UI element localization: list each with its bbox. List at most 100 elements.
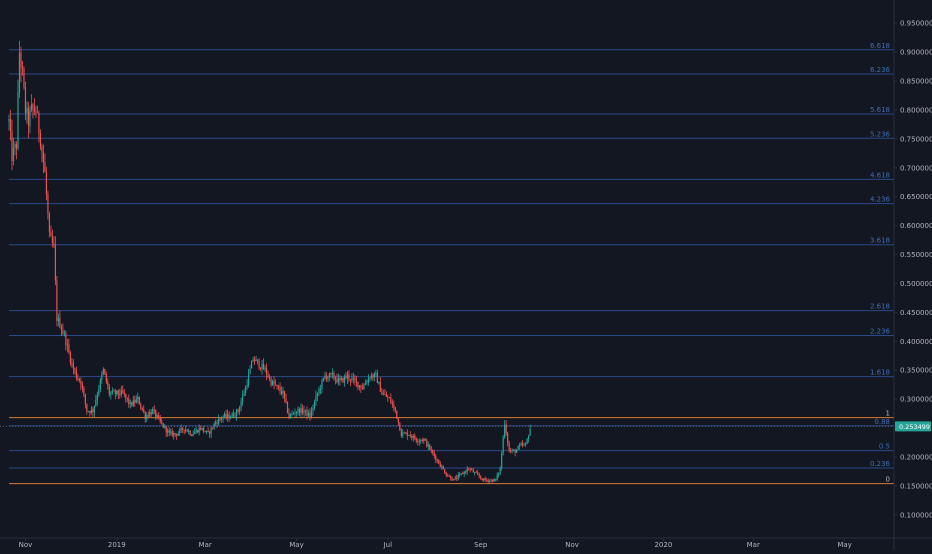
candle-body xyxy=(54,245,57,281)
candle-body xyxy=(315,395,317,402)
candle-body xyxy=(255,359,257,362)
candle-body xyxy=(349,379,352,381)
candle-body xyxy=(168,430,170,433)
candle-body xyxy=(447,475,449,477)
candle-body xyxy=(348,374,350,380)
candle-body xyxy=(396,410,398,419)
candle-body xyxy=(159,417,161,422)
candle-body xyxy=(26,108,28,113)
y-tick-label: 0.750000 xyxy=(900,135,932,143)
fib-retracement-layer: 6.618 6.236 5.618 5.236 4.618 4.236 3.618 2.618… xyxy=(0,42,894,485)
candle-body xyxy=(520,443,522,446)
candle-body xyxy=(131,402,133,406)
fib-level-label: 2.236 xyxy=(870,328,891,336)
candle-body xyxy=(321,380,323,389)
candle-body xyxy=(243,393,245,396)
candle-body xyxy=(259,367,262,370)
candle-body xyxy=(288,412,290,418)
candle-body xyxy=(105,374,107,382)
candle-body xyxy=(90,409,92,413)
candle-body xyxy=(511,450,513,452)
candle-body xyxy=(195,429,197,433)
candle-body xyxy=(77,377,79,380)
candle-body xyxy=(502,437,504,454)
candle-body xyxy=(489,480,491,482)
candle-body xyxy=(327,376,329,379)
candle-body xyxy=(213,423,215,428)
candle-body xyxy=(14,144,16,148)
candle-body xyxy=(417,441,419,443)
candle-body xyxy=(373,373,375,378)
candle-body xyxy=(18,52,21,93)
fib-level-label: 0.5 xyxy=(879,443,890,451)
fib-level-label: 3.618 xyxy=(870,237,890,245)
candle-body xyxy=(44,162,46,172)
candle-body xyxy=(212,427,214,429)
candle-body xyxy=(316,393,319,396)
candle-body xyxy=(128,398,130,404)
candle-body xyxy=(176,434,178,436)
candle-body xyxy=(198,428,200,433)
candle-body xyxy=(96,394,98,401)
candle-body xyxy=(277,385,280,388)
candle-body xyxy=(30,104,33,111)
candle-body xyxy=(267,374,269,378)
candle-body xyxy=(11,131,13,161)
y-tick-label: 0.550000 xyxy=(900,251,932,259)
candle-body xyxy=(221,418,223,420)
y-tick-label: 0.950000 xyxy=(900,20,932,28)
y-tick-label: 0.650000 xyxy=(900,193,932,201)
candle-body xyxy=(499,467,501,474)
candle-body xyxy=(134,400,136,403)
candle-body xyxy=(358,385,360,388)
candle-body xyxy=(427,444,429,447)
candle-body xyxy=(63,332,65,334)
candle-body xyxy=(526,438,528,444)
candle-body xyxy=(50,231,52,237)
candle-body xyxy=(9,119,12,132)
candle-body xyxy=(378,381,380,384)
candle-body xyxy=(53,243,55,246)
candle-body xyxy=(343,376,346,383)
candle-body xyxy=(325,375,328,379)
candle-body xyxy=(414,435,416,439)
candle-body xyxy=(459,474,461,476)
candle-body xyxy=(301,407,304,413)
candle-body xyxy=(424,438,426,441)
candle-body xyxy=(462,473,464,475)
candle-body xyxy=(387,397,389,398)
candle-body xyxy=(300,407,302,414)
candle-body xyxy=(38,112,40,134)
candle-body xyxy=(219,418,221,420)
x-tick-label: Mar xyxy=(747,541,760,549)
candle-body xyxy=(238,407,241,412)
candle-body xyxy=(435,456,437,461)
candle-body xyxy=(188,431,190,432)
candle-body xyxy=(480,476,482,479)
candle-body xyxy=(394,406,396,411)
candle-body xyxy=(507,433,509,443)
candle-body xyxy=(399,422,401,431)
candle-body xyxy=(291,413,293,415)
candle-body xyxy=(258,360,260,368)
candle-body xyxy=(60,327,62,331)
candle-body xyxy=(71,362,73,364)
candle-body xyxy=(225,413,227,417)
candle-body xyxy=(376,373,378,384)
candle-body xyxy=(83,387,85,395)
candle-body xyxy=(101,374,103,380)
candle-body xyxy=(209,431,211,434)
candle-body xyxy=(439,463,441,467)
candle-body xyxy=(174,433,176,435)
candle-body xyxy=(173,433,175,436)
candle-body xyxy=(337,378,340,383)
candle-body xyxy=(391,402,393,405)
candle-body xyxy=(224,413,226,417)
candle-body xyxy=(233,413,235,417)
candle-body xyxy=(236,409,238,416)
candle-body xyxy=(143,409,145,413)
candle-body xyxy=(283,390,286,398)
candle-body xyxy=(150,412,152,415)
